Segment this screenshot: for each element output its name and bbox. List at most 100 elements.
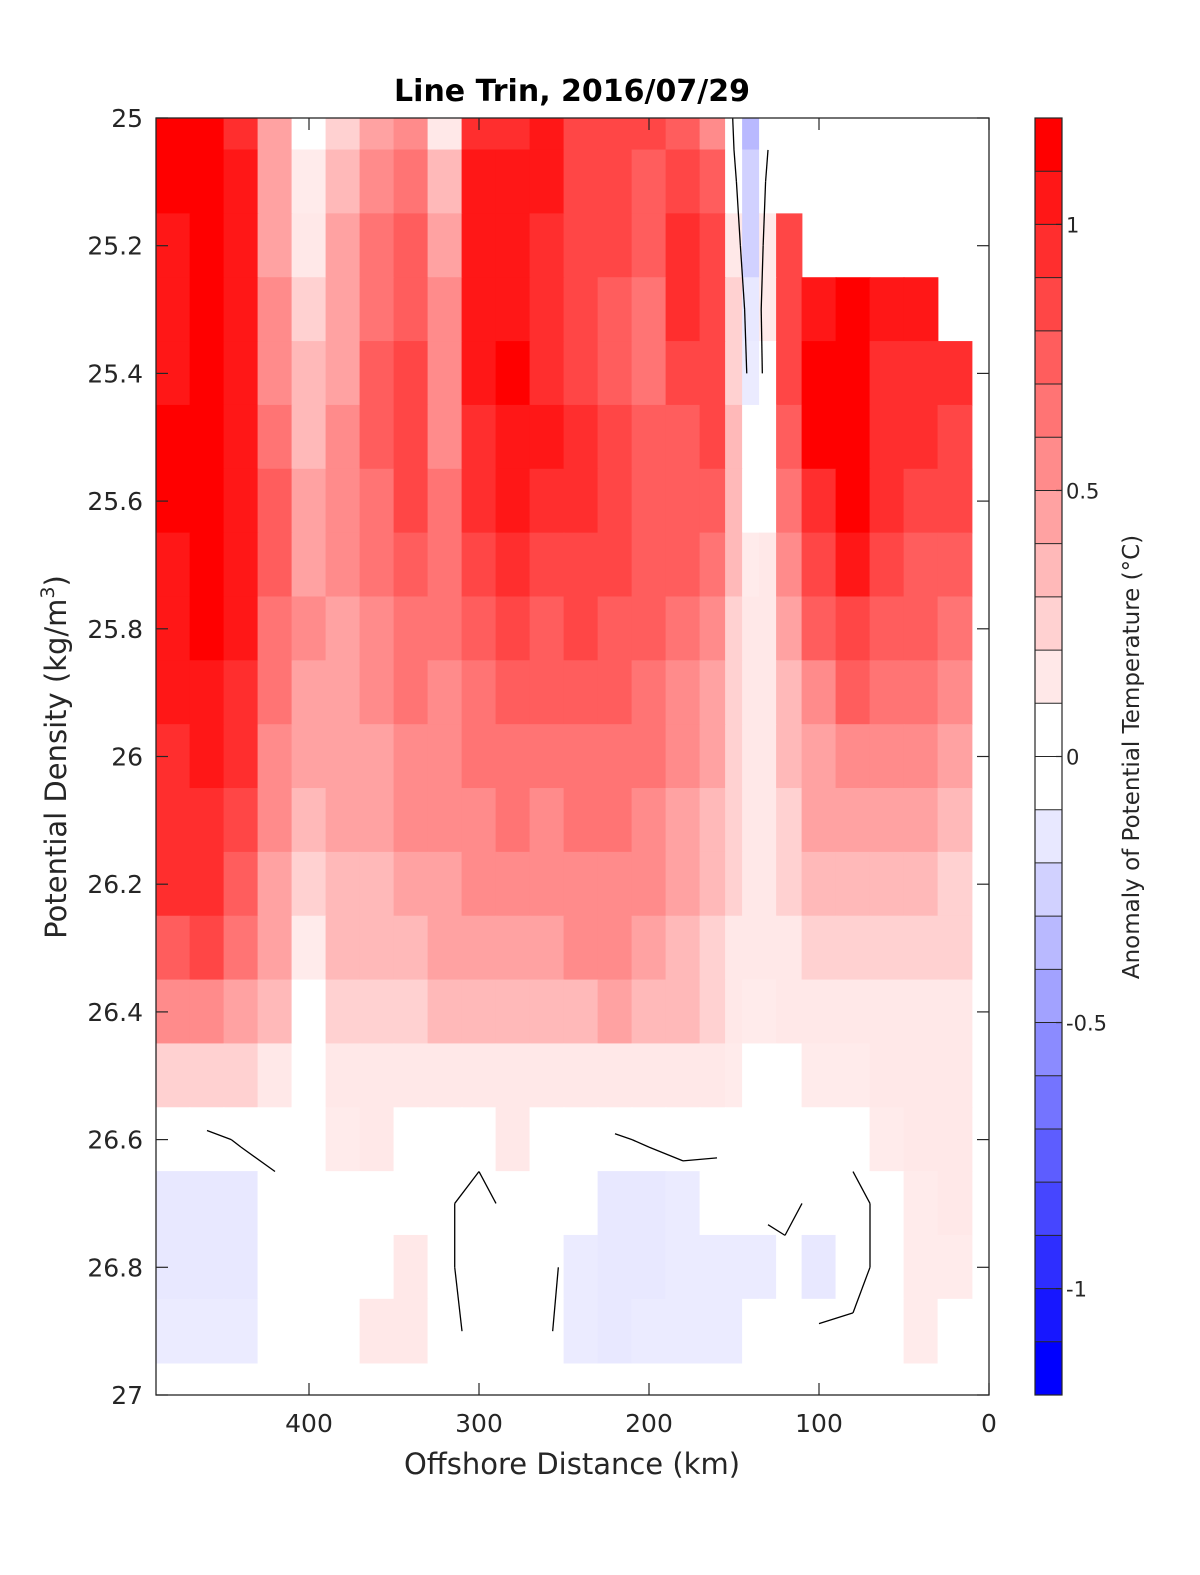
heatmap-cell [937, 1234, 973, 1300]
heatmap-cell [427, 149, 463, 215]
heatmap-cell [759, 1171, 777, 1236]
heatmap-cell [325, 1171, 361, 1236]
heatmap-cell [776, 1043, 803, 1109]
heatmap-cell [937, 1171, 973, 1236]
heatmap-cell [325, 915, 361, 981]
heatmap-cell [903, 1171, 939, 1236]
heatmap-cell [597, 532, 633, 598]
colorbar-band [1035, 1288, 1062, 1343]
heatmap-cell [869, 468, 905, 534]
heatmap-cell [325, 979, 361, 1045]
heatmap-cell [937, 1043, 973, 1109]
heatmap-cell [631, 1234, 667, 1300]
heatmap-cell [725, 596, 743, 662]
colorbar-tick-label: -0.5 [1066, 1012, 1107, 1036]
heatmap-cell [223, 596, 259, 662]
heatmap-cell [776, 979, 803, 1045]
colorbar-band [1035, 650, 1062, 704]
heatmap-cell [495, 660, 531, 725]
heatmap-cell [291, 915, 327, 981]
heatmap-cell [937, 724, 973, 789]
colorbar-band [1035, 1341, 1062, 1396]
heatmap-cell [563, 915, 599, 981]
colorbar-band [1035, 1022, 1062, 1077]
heatmap-cell [393, 118, 429, 151]
y-tick-label: 25.4 [87, 359, 143, 388]
heatmap-cell [835, 341, 871, 406]
heatmap-cell [631, 1171, 667, 1236]
heatmap-cell [742, 915, 760, 981]
heatmap-cell [495, 1107, 531, 1172]
heatmap-cell [223, 468, 259, 534]
heatmap-cell [597, 213, 633, 279]
heatmap-cell [529, 341, 565, 406]
heatmap-cell [725, 979, 743, 1045]
heatmap-cell [529, 118, 565, 151]
heatmap-cell [495, 213, 531, 279]
heatmap-cell [759, 851, 777, 917]
heatmap-cell [903, 468, 939, 534]
heatmap-cell [189, 341, 225, 406]
heatmap-cell [189, 1298, 225, 1364]
heatmap-cell [903, 277, 939, 342]
heatmap-cell [223, 213, 259, 279]
heatmap-cell [699, 277, 726, 342]
heatmap-cell [291, 1298, 327, 1364]
heatmap-cell [903, 1043, 939, 1109]
heatmap-cell [359, 532, 395, 598]
contour-segment [648, 1146, 684, 1162]
colorbar-band [1035, 224, 1062, 279]
heatmap-cell [529, 532, 565, 598]
heatmap-cell [563, 724, 599, 789]
heatmap-cell [776, 277, 803, 342]
heatmap-cell [742, 532, 760, 598]
heatmap-cell [563, 341, 599, 406]
heatmap-cell [835, 979, 871, 1045]
heatmap-cell [189, 1107, 225, 1172]
heatmap-cell [631, 149, 667, 215]
heatmap-cell [427, 1171, 463, 1236]
heatmap-cell [461, 213, 497, 279]
x-tick-label: 400 [285, 1409, 333, 1438]
heatmap-cell [291, 532, 327, 598]
heatmap-cell [631, 596, 667, 662]
heatmap-cell [291, 404, 327, 470]
colorbar-ticks: 1 0.5 0 -0.5 -1 [1056, 213, 1107, 1302]
heatmap-cell [759, 468, 777, 534]
heatmap-cell [291, 1107, 327, 1172]
heatmap-cell [393, 1107, 429, 1172]
heatmap-cell [427, 1298, 463, 1364]
heatmap-cell [156, 1043, 191, 1109]
x-axis-label: Offshore Distance (km) [404, 1447, 740, 1481]
heatmap-cell [665, 724, 701, 789]
heatmap-cell [495, 724, 531, 789]
chart-title: Line Trin, 2016/07/29 [394, 74, 750, 109]
colorbar-band [1035, 596, 1062, 651]
y-tick-label: 26 [111, 743, 143, 772]
heatmap-cell [223, 404, 259, 470]
heatmap-cell [325, 1107, 361, 1172]
heatmap-cell [325, 532, 361, 598]
contour-segment [739, 245, 746, 310]
heatmap-cell [223, 118, 259, 151]
heatmap-cell [776, 660, 803, 725]
heatmap-cell [359, 660, 395, 725]
heatmap-cell [835, 532, 871, 598]
heatmap-cell [869, 660, 905, 725]
heatmap-cell [937, 851, 973, 917]
heatmap-cell [725, 341, 743, 406]
heatmap-cell [563, 277, 599, 342]
heatmap-cell [631, 468, 667, 534]
heatmap-cell [801, 341, 837, 406]
heatmap-cell [742, 1107, 760, 1172]
heatmap-cell [359, 596, 395, 662]
contour-segment [454, 1171, 480, 1204]
y-axis-label: Potential Density (kg/m3) [37, 575, 73, 939]
heatmap-cell [257, 118, 293, 151]
heatmap-cell [776, 532, 803, 598]
heatmap-cell [427, 851, 463, 917]
heatmap-cell [495, 1298, 531, 1364]
heatmap-cell [325, 788, 361, 853]
heatmap-cell [776, 596, 803, 662]
heatmap-cell [597, 979, 633, 1045]
